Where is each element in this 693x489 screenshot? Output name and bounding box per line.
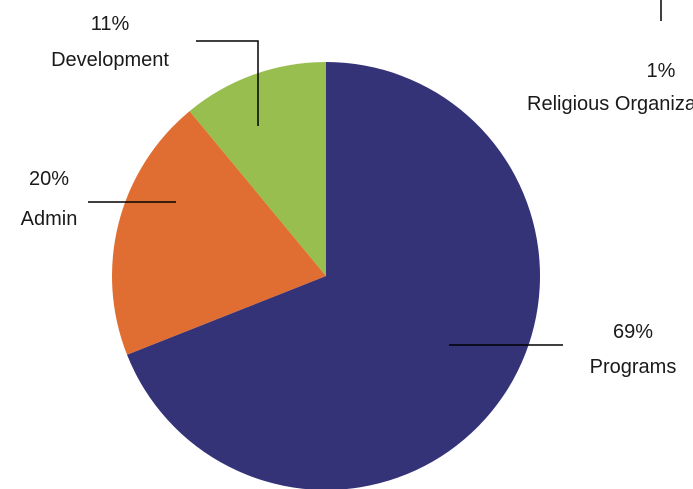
pie-slice-development <box>189 61 326 276</box>
label-admin: 20% Admin <box>21 168 78 230</box>
label-development: 11% Development <box>51 13 169 71</box>
development-name-label: Development <box>51 49 169 71</box>
development-percent-label: 11% <box>91 13 130 35</box>
leader-line-development <box>196 40 259 126</box>
label-programs: 69% Programs <box>590 321 677 378</box>
programs-name-label: Programs <box>590 356 677 378</box>
pie-slice-programs <box>127 62 540 489</box>
label-religious: 1% Religious Organizations <box>527 60 693 115</box>
admin-name-label: Admin <box>21 208 78 230</box>
religious-percent-label: 1% <box>647 60 676 82</box>
pie-slices <box>112 61 540 489</box>
religious-name-label: Religious Organizations <box>527 93 693 115</box>
admin-percent-label: 20% <box>29 168 69 190</box>
programs-percent-label: 69% <box>613 321 653 343</box>
leader-lines <box>88 0 662 346</box>
pie-slice-admin <box>112 111 327 355</box>
